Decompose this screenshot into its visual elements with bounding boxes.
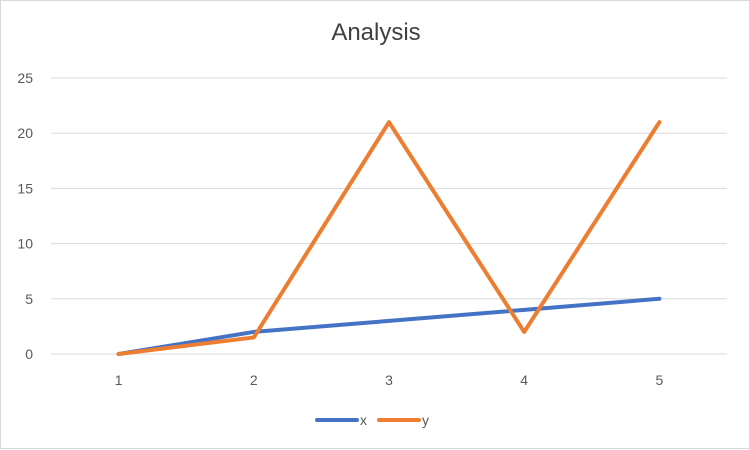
x-tick-label-5: 5	[656, 372, 664, 388]
y-tick-label-5: 5	[25, 291, 33, 307]
chart-title: Analysis	[331, 19, 421, 46]
y-tick-label-10: 10	[17, 236, 33, 252]
y-tick-label-25: 25	[17, 70, 33, 86]
y-tick-label-0: 0	[25, 346, 33, 362]
legend-label-x: x	[360, 412, 367, 428]
y-tick-label-20: 20	[17, 125, 33, 141]
x-tick-label-1: 1	[115, 372, 123, 388]
series-line-y	[116, 120, 662, 356]
x-tick-label-3: 3	[385, 372, 393, 388]
y-tick-label-15: 15	[17, 180, 33, 196]
series-line-x	[116, 296, 662, 356]
legend-label-y: y	[422, 412, 429, 428]
x-tick-label-4: 4	[520, 372, 528, 388]
x-tick-label-2: 2	[250, 372, 258, 388]
